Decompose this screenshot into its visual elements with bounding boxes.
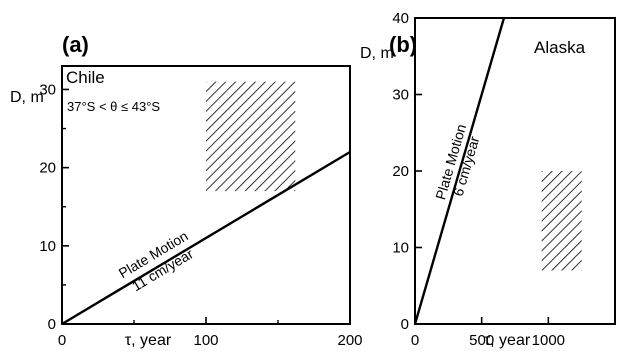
latitude-condition: 37°S < θ ≤ 43°S — [67, 99, 160, 114]
chart-panel-a: (a) D, m τ, year Chile 37°S < θ ≤ 43°S 0… — [10, 32, 363, 349]
y-tick-label-b: 30 — [392, 87, 409, 104]
y-tick-label-a: 10 — [39, 238, 56, 255]
y-tick-label-b: 0 — [401, 316, 409, 333]
x-tick-label-b: 0 — [411, 332, 419, 349]
x-tick-label-a: 200 — [337, 332, 362, 349]
panel-label-a: (a) — [62, 32, 89, 57]
x-tick-label-a: 100 — [193, 332, 218, 349]
y-axis-label-a: D, m — [10, 89, 44, 106]
panel-label-b: (b) — [389, 32, 417, 57]
y-tick-label-b: 10 — [392, 240, 409, 257]
hatched-region-b — [541, 171, 582, 271]
y-tick-label-b: 40 — [392, 10, 409, 27]
x-tick-label-b: 1000 — [532, 332, 565, 349]
y-tick-label-a: 0 — [48, 316, 56, 333]
region-label-alaska: Alaska — [534, 38, 586, 57]
hatched-region-a — [206, 81, 296, 192]
chart-panel-b: (b) D, m τ, year Alaska 0 500 1000 0 10 20 30 4… — [360, 10, 616, 349]
x-tick-label-a: 0 — [58, 332, 66, 349]
y-tick-label-b: 20 — [392, 163, 409, 180]
y-axis-label-b: D, m — [360, 45, 394, 62]
plate-motion-line-a — [61, 150, 351, 326]
plate-motion-line-b — [413, 17, 506, 325]
x-tick-label-b: 500 — [469, 332, 494, 349]
y-tick-label-a: 30 — [39, 81, 56, 98]
x-axis-label-a: τ, year — [125, 332, 172, 349]
y-tick-label-a: 20 — [39, 160, 56, 177]
x-axis-label-b: τ, year — [484, 332, 531, 349]
region-label-chile: Chile — [66, 68, 105, 87]
